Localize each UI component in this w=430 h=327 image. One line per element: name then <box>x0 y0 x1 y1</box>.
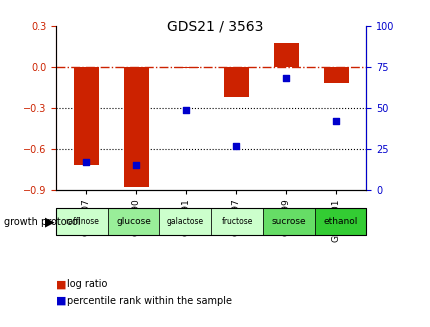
Text: growth protocol: growth protocol <box>4 216 81 227</box>
Text: glucose: glucose <box>116 217 150 226</box>
Text: GDS21 / 3563: GDS21 / 3563 <box>167 20 263 34</box>
Text: ▶: ▶ <box>45 215 54 228</box>
Point <box>182 107 189 112</box>
Point <box>232 143 239 148</box>
Text: raffinose: raffinose <box>65 217 98 226</box>
Bar <box>273 43 298 67</box>
Point <box>83 159 89 164</box>
Text: log ratio: log ratio <box>67 280 107 289</box>
Point <box>282 76 289 81</box>
Bar <box>173 67 198 68</box>
Text: ■: ■ <box>56 280 66 289</box>
Bar <box>323 67 348 83</box>
Bar <box>74 67 98 165</box>
Text: sucrose: sucrose <box>271 217 305 226</box>
Text: galactose: galactose <box>166 217 203 226</box>
Text: percentile rank within the sample: percentile rank within the sample <box>67 296 231 306</box>
Text: fructose: fructose <box>221 217 252 226</box>
Bar <box>223 67 248 97</box>
Text: ethanol: ethanol <box>322 217 357 226</box>
Text: ■: ■ <box>56 296 66 306</box>
Point <box>332 118 339 124</box>
Bar <box>123 67 148 187</box>
Point <box>132 163 139 168</box>
